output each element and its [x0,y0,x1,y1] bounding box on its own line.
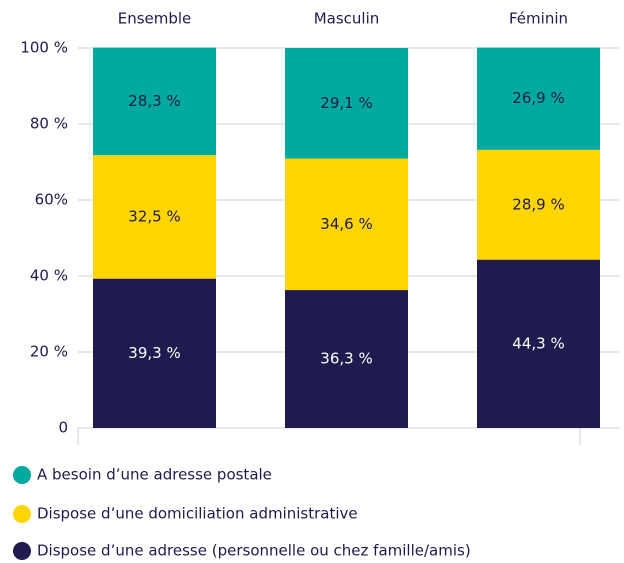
y-tick-label: 20 % [30,343,68,361]
data-label: 28,9 % [512,195,564,213]
y-tick-label: 60% [35,191,68,209]
x-tick-label: Féminin [509,10,568,28]
legend-label: Dispose d’une adresse (personnelle ou ch… [37,542,471,560]
legend-label: Dispose d’une domiciliation administrati… [37,505,358,523]
y-tick-label: 100 % [20,39,68,57]
data-label: 32,5 % [128,207,180,225]
legend-marker [13,542,31,560]
x-tick-label: Masculin [314,10,380,28]
bar-segment [285,290,408,428]
legend-label: A besoin d’une adresse postale [37,466,272,484]
data-label: 28,3 % [128,92,180,110]
bar-segment [93,278,216,428]
y-tick-label: 40 % [30,267,68,285]
bar-segment [285,158,408,291]
bar-segment [285,48,408,159]
bar-segment [477,47,600,150]
data-label: 26,9 % [512,89,564,107]
data-label: 29,1 % [320,94,372,112]
legend-marker [13,466,31,484]
data-label: 36,3 % [320,350,372,368]
x-tick-label: Ensemble [118,10,192,28]
bar-segment [477,259,600,428]
data-label: 39,3 % [128,344,180,362]
y-tick-label: 80 % [30,115,68,133]
bar-segment [93,155,216,279]
bar-segment [93,47,216,156]
data-label: 44,3 % [512,334,564,352]
legend-marker [13,505,31,523]
y-tick-label: 0 [58,419,68,437]
bar-segment [477,149,600,260]
data-label: 34,6 % [320,215,372,233]
